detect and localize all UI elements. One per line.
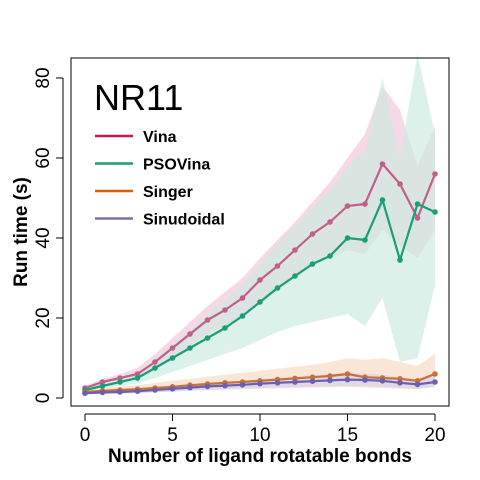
point-sinudoidal — [187, 384, 193, 391]
point-sinudoidal — [344, 376, 351, 383]
point-psovina — [152, 365, 158, 371]
point-vina — [274, 263, 281, 269]
point-sinudoidal — [309, 378, 316, 385]
point-psovina — [222, 325, 228, 331]
point-sinudoidal — [152, 387, 158, 393]
point-vina — [204, 317, 211, 323]
x-tick-label: 20 — [424, 425, 445, 446]
y-tick-label: 40 — [33, 227, 54, 248]
point-singer — [432, 371, 438, 377]
point-psovina — [257, 299, 263, 305]
point-sinudoidal — [117, 389, 123, 395]
point-psovina — [414, 201, 421, 207]
y-tick-label: 60 — [33, 147, 54, 168]
point-vina — [397, 181, 403, 187]
point-vina — [414, 215, 421, 221]
point-vina — [327, 219, 333, 225]
point-psovina — [117, 379, 123, 385]
point-vina — [134, 371, 141, 377]
point-vina — [432, 171, 438, 177]
point-sinudoidal — [239, 382, 246, 388]
point-vina — [239, 295, 246, 301]
point-singer — [397, 376, 403, 382]
point-vina — [187, 331, 193, 337]
point-psovina — [292, 273, 298, 279]
point-psovina — [397, 257, 403, 263]
point-singer — [327, 373, 333, 379]
point-sinudoidal — [274, 380, 281, 386]
legend-label-psovina: PSOVina — [143, 157, 210, 174]
point-psovina — [204, 335, 211, 341]
point-vina — [309, 231, 316, 237]
band-psovina — [85, 54, 435, 392]
x-tick-label: 10 — [249, 425, 270, 446]
point-psovina — [309, 261, 316, 267]
plot-frame — [70, 57, 450, 407]
point-sinudoidal — [432, 379, 438, 385]
band-vina — [85, 86, 435, 390]
point-sinudoidal — [397, 380, 403, 386]
point-psovina — [274, 285, 281, 291]
point-psovina — [187, 345, 193, 351]
x-axis-label: Number of ligand rotatable bonds — [108, 446, 412, 467]
point-sinudoidal — [292, 379, 298, 385]
x-axis: 0 5 10 15 20 — [80, 413, 446, 446]
point-sinudoidal — [327, 377, 333, 384]
point-vina — [169, 345, 176, 351]
point-psovina — [362, 237, 368, 243]
legend-label-vina: Vina — [143, 129, 177, 146]
point-psovina — [432, 209, 438, 215]
point-sinudoidal — [169, 386, 176, 392]
point-sinudoidal — [414, 381, 421, 388]
y-axis-label: Run time (s) — [11, 177, 32, 287]
point-vina — [344, 203, 351, 209]
y-tick-label: 80 — [33, 67, 54, 88]
point-psovina — [327, 253, 333, 259]
point-psovina — [239, 313, 246, 319]
point-vina — [117, 375, 123, 381]
point-sinudoidal — [134, 388, 141, 395]
point-sinudoidal — [82, 390, 88, 397]
point-psovina — [344, 235, 351, 241]
point-sinudoidal — [99, 389, 106, 396]
x-tick-label: 5 — [167, 425, 178, 446]
point-singer — [309, 374, 316, 381]
y-tick-label: 0 — [33, 393, 54, 404]
legend-label-sinudoidal: Sinudoidal — [143, 212, 225, 229]
point-vina — [99, 379, 106, 385]
point-sinudoidal — [257, 380, 263, 387]
y-axis: 0 20 40 60 80 — [33, 67, 64, 404]
point-psovina — [99, 383, 106, 389]
point-psovina — [169, 355, 176, 361]
point-sinudoidal — [362, 377, 368, 383]
x-tick-label: 0 — [80, 425, 91, 446]
point-sinudoidal — [379, 378, 386, 384]
y-tick-label: 20 — [33, 307, 54, 328]
chart-title: NR11 — [94, 77, 183, 118]
point-vina — [362, 201, 368, 207]
point-sinudoidal — [204, 383, 211, 390]
point-psovina — [379, 197, 386, 203]
point-vina — [379, 161, 386, 167]
series-points — [82, 161, 438, 397]
point-vina — [152, 359, 158, 365]
point-psovina — [134, 375, 141, 381]
legend-label-singer: Singer — [143, 184, 193, 201]
x-tick-label: 15 — [337, 425, 358, 446]
legend: Vina PSOVina Singer Sinudoidal — [95, 129, 225, 229]
point-singer — [344, 371, 351, 377]
point-vina — [292, 247, 298, 253]
point-vina — [257, 277, 263, 283]
point-vina — [222, 307, 228, 313]
point-sinudoidal — [222, 382, 228, 389]
